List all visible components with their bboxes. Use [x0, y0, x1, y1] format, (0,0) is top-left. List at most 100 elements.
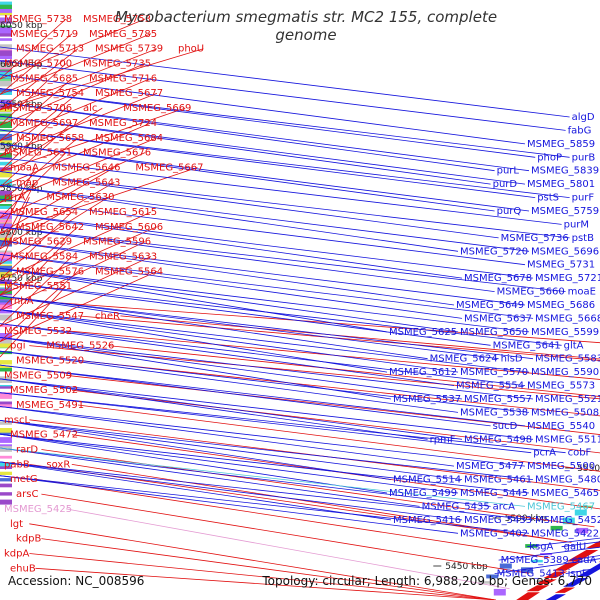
left-label-connector: [29, 523, 496, 600]
right-gene-label: MSMEG_5678: [464, 273, 532, 284]
left-label-connector: [0, 285, 67, 358]
left-label-connector: [0, 196, 109, 265]
cog-feature: [0, 483, 12, 488]
right-gene-label: MSMEG_5477: [456, 461, 524, 472]
left-gene-label: MSMEG_5606: [95, 222, 163, 233]
left-label-connector: [71, 389, 600, 454]
left-gene-label: MSMEG_5753: [83, 14, 151, 25]
right-label-connector: [0, 254, 534, 319]
cog-feature: [0, 261, 12, 264]
cog-feature: [0, 392, 12, 399]
right-gene-label: ispE: [568, 569, 589, 580]
cog-feature: [0, 50, 12, 56]
left-label-connector: [0, 167, 115, 234]
right-gene-label: MSMEG_5720: [460, 246, 528, 257]
right-label-connector: [0, 198, 526, 266]
cog-feature: [0, 54, 12, 60]
left-gene-label: MSMEG_5669: [123, 103, 191, 114]
right-gene-label: MSMEG_5514: [393, 475, 461, 486]
right-gene-label: MSMEG_5583: [535, 354, 600, 365]
gene-feature: [543, 571, 568, 578]
right-gene-label: MSMEG_5537: [393, 394, 461, 405]
left-gene-label: MSMEG_5646: [52, 163, 120, 174]
left-gene-label: MSMEG_5724: [89, 118, 157, 129]
left-gene-label: ehuB: [10, 563, 36, 574]
right-gene-label: MSMEG_5499: [389, 488, 457, 499]
cog-feature: [0, 240, 12, 247]
kbp-tick-label: 6050 kbp: [0, 21, 43, 31]
right-gene-label: MSMEG_5859: [527, 139, 595, 150]
right-label-connector: [0, 447, 526, 507]
right-label-connector: [0, 392, 532, 454]
left-label-connector: [0, 63, 67, 126]
right-label-connector: [0, 350, 530, 413]
right-gene-label: arcA: [493, 501, 516, 512]
left-label-connector: [0, 48, 158, 111]
right-label-connector: [0, 364, 526, 427]
right-label-connector: [0, 392, 566, 454]
right-gene-label: MSMEG_5554: [456, 381, 524, 392]
cog-feature: [0, 437, 12, 440]
cog-feature: [0, 190, 12, 196]
left-label-connector: [65, 508, 510, 590]
right-label-connector: [0, 461, 392, 521]
cog-feature: [0, 204, 12, 208]
right-label-connector: [0, 309, 530, 373]
cog-feature: [576, 527, 589, 534]
cog-feature: [0, 99, 12, 103]
left-gene-label: MSMEG_5677: [95, 88, 163, 99]
right-gene-label: MSMEG_5422: [531, 528, 599, 539]
gene-feature: [516, 592, 540, 600]
left-gene-label: MSMEG_5509: [4, 370, 72, 381]
left-label-connector: [41, 538, 496, 600]
right-gene-label: purL: [497, 166, 520, 177]
right-label-connector: [0, 475, 530, 534]
cog-feature: [0, 471, 12, 475]
right-gene-label: MSMEG_5801: [527, 179, 595, 190]
right-label-connector: [0, 323, 455, 386]
gene-feature: [563, 578, 589, 587]
right-label-connector: [0, 240, 526, 306]
left-gene-label: MSMEG_5472: [10, 430, 78, 441]
cog-feature: [0, 116, 12, 120]
left-gene-label: MSMEG_5551: [4, 281, 72, 292]
left-gene-label: MSMEG_5716: [89, 73, 157, 84]
right-gene-label: ksgA: [529, 542, 553, 553]
cog-feature: [0, 17, 12, 21]
cog-feature: [0, 404, 12, 408]
left-gene-label: MSMEG_5502: [10, 385, 78, 396]
left-gene-label: cheR: [95, 311, 120, 322]
right-label-connector: [0, 129, 570, 198]
map-title: Mycobacterium smegmatis str. MC2 155, co…: [114, 8, 498, 44]
cog-feature: [0, 365, 12, 371]
right-gene-label: MSMEG_5624: [430, 354, 498, 365]
right-gene-label: MSMEG_5435: [422, 501, 490, 512]
gene-feature: [586, 540, 600, 548]
cog-feature: [0, 9, 12, 13]
right-label-connector: [0, 378, 534, 440]
right-label-connector: [0, 406, 526, 467]
left-label-connector: [71, 434, 600, 510]
left-label-connector: [0, 33, 73, 95]
left-label-connector: [0, 271, 79, 342]
right-label-connector: [0, 433, 530, 494]
left-gene-label: MSMEG_5576: [16, 266, 84, 277]
left-gene-label: MSMEG_5700: [4, 59, 72, 70]
cog-feature: [0, 80, 12, 87]
right-gene-label: sucD: [493, 421, 518, 432]
left-gene-label: MSMEG_5520: [16, 356, 84, 367]
left-gene-label: kdpB: [16, 534, 41, 545]
cog-feature: [486, 574, 499, 579]
right-label-connector: [0, 295, 428, 360]
left-gene-label: MSMEG_5596: [83, 237, 151, 248]
right-gene-label: MSMEG_5839: [531, 166, 599, 177]
cog-feature: [0, 273, 12, 278]
left-gene-label: pabB: [4, 459, 30, 470]
left-label-connector: [29, 345, 600, 400]
right-label-connector: [0, 281, 491, 346]
left-gene-label: MSMEG_5642: [16, 222, 84, 233]
right-label-connector: [0, 115, 526, 185]
right-gene-label: MSMEG_5452: [535, 515, 600, 526]
right-gene-label: MSMEG_5521: [535, 394, 600, 405]
